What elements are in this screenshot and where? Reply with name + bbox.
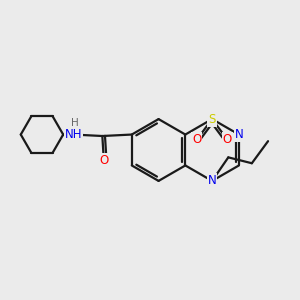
Text: NH: NH [65, 128, 82, 141]
Text: N: N [208, 174, 217, 188]
Text: N: N [235, 128, 243, 141]
Text: O: O [223, 133, 232, 146]
Text: O: O [99, 154, 108, 167]
Text: H: H [71, 118, 79, 128]
Text: O: O [192, 133, 201, 146]
Text: S: S [208, 112, 216, 126]
